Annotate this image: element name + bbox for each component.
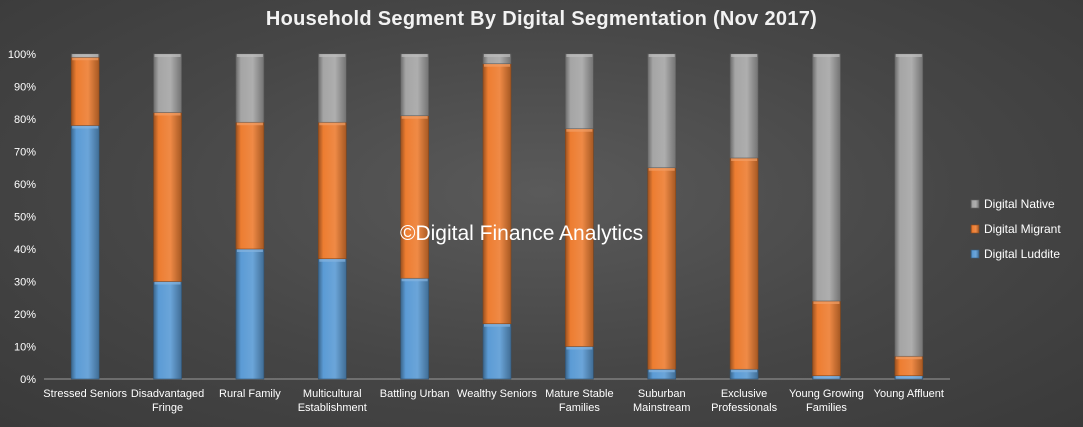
bar-segment-highlight xyxy=(895,375,922,379)
bar-digital-migrant xyxy=(565,128,594,347)
bar-segment-highlight xyxy=(319,122,346,126)
bar-digital-luddite xyxy=(400,277,429,380)
bar-digital-migrant xyxy=(317,121,347,260)
bar-segment-highlight xyxy=(731,158,758,161)
bar-segment-highlight xyxy=(319,258,346,262)
bar-digital-native xyxy=(729,53,759,159)
bar-segment-highlight xyxy=(72,57,99,61)
bar-segment-highlight xyxy=(72,125,99,129)
legend-swatch xyxy=(970,224,980,234)
bar-segment-highlight xyxy=(648,369,675,373)
y-tick-label: 90% xyxy=(14,82,36,94)
x-category-label: Wealthy Seniors xyxy=(457,388,537,400)
bar-digital-native xyxy=(647,53,677,169)
x-category-label: Exclusive Professionals xyxy=(711,388,778,414)
bar-segment-highlight xyxy=(813,375,840,379)
legend-label: Digital Luddite xyxy=(984,247,1060,261)
bar-digital-migrant xyxy=(647,167,677,370)
bar-digital-migrant xyxy=(235,121,265,250)
bar-digital-native xyxy=(894,53,924,357)
bar-digital-migrant xyxy=(70,56,100,126)
bar-digital-native xyxy=(153,53,182,113)
bar-segment-highlight xyxy=(813,54,840,57)
bar-segment-highlight xyxy=(401,278,428,282)
y-tick-label: 70% xyxy=(14,147,36,159)
bar-digital-migrant xyxy=(812,300,841,377)
bar-digital-luddite xyxy=(482,323,512,380)
bar-segment-highlight xyxy=(154,112,181,116)
bar-digital-luddite xyxy=(317,258,347,380)
bar-digital-native xyxy=(317,53,347,123)
bar-segment-highlight xyxy=(566,128,593,132)
y-tick-label: 50% xyxy=(14,212,36,224)
bar-segment-highlight xyxy=(566,346,593,350)
bar-segment-highlight xyxy=(484,323,510,327)
bar-digital-luddite xyxy=(565,346,594,380)
bar-segment-highlight xyxy=(731,369,758,373)
bar-digital-native xyxy=(235,53,265,123)
x-category-label: Mature Stable Families xyxy=(545,388,613,414)
bar-segment-highlight xyxy=(895,54,922,57)
chart-title: Household Segment By Digital Segmentatio… xyxy=(265,8,818,30)
y-tick-label: 80% xyxy=(14,114,36,126)
y-tick-label: 10% xyxy=(14,342,36,354)
y-tick-label: 30% xyxy=(14,277,36,289)
bar-digital-native xyxy=(812,53,841,302)
bar-segment-highlight xyxy=(236,122,263,126)
bar-segment-highlight xyxy=(236,54,263,57)
bar-segment-highlight xyxy=(484,54,510,57)
legend-label: Digital Migrant xyxy=(984,222,1061,236)
bar-segment-highlight xyxy=(401,54,428,57)
bar-segment-highlight xyxy=(236,249,263,252)
x-category-label: Stressed Seniors xyxy=(43,388,127,400)
bar-segment-highlight xyxy=(648,167,675,171)
bar-digital-migrant xyxy=(400,115,429,279)
y-tick-label: 0% xyxy=(20,374,36,386)
bar-digital-luddite xyxy=(70,125,100,380)
y-tick-label: 100% xyxy=(8,49,36,61)
bar-digital-migrant xyxy=(482,63,512,325)
bar-segment-highlight xyxy=(895,356,922,360)
bar-segment-highlight xyxy=(566,54,593,57)
bar-segment-highlight xyxy=(484,63,510,67)
x-category-label: Battling Urban xyxy=(380,388,450,400)
bar-segment-highlight xyxy=(401,115,428,119)
legend-label: Digital Native xyxy=(984,197,1055,211)
bar-segment-highlight xyxy=(319,54,346,57)
bar-segment-highlight xyxy=(813,301,840,304)
bar-digital-native xyxy=(565,53,594,130)
x-category-label: Young Growing Families xyxy=(789,388,864,414)
x-category-label: Young Affluent xyxy=(874,388,944,400)
x-category-label: Rural Family xyxy=(219,388,281,400)
legend-swatch xyxy=(970,199,980,209)
bar-segment-highlight xyxy=(72,54,99,57)
x-category-label: Multicultural Establishment xyxy=(298,388,367,414)
bar-segment-highlight xyxy=(154,54,181,57)
x-category-label: Suburban Mainstream xyxy=(633,388,690,414)
bar-segment-highlight xyxy=(648,54,675,57)
x-category-label: Disadvantaged Fringe xyxy=(131,388,204,414)
bar-digital-migrant xyxy=(153,112,182,282)
legend-swatch xyxy=(970,249,980,259)
bar-digital-luddite xyxy=(235,248,265,380)
watermark: ©Digital Finance Analytics xyxy=(400,222,644,245)
bar-segment-highlight xyxy=(731,54,758,57)
bar-segment-highlight xyxy=(154,281,181,285)
bar-digital-migrant xyxy=(729,157,759,370)
y-tick-label: 40% xyxy=(14,244,36,256)
y-tick-label: 60% xyxy=(14,179,36,191)
bar-digital-luddite xyxy=(153,281,182,380)
bar-digital-native xyxy=(400,53,429,117)
y-tick-label: 20% xyxy=(14,309,36,321)
